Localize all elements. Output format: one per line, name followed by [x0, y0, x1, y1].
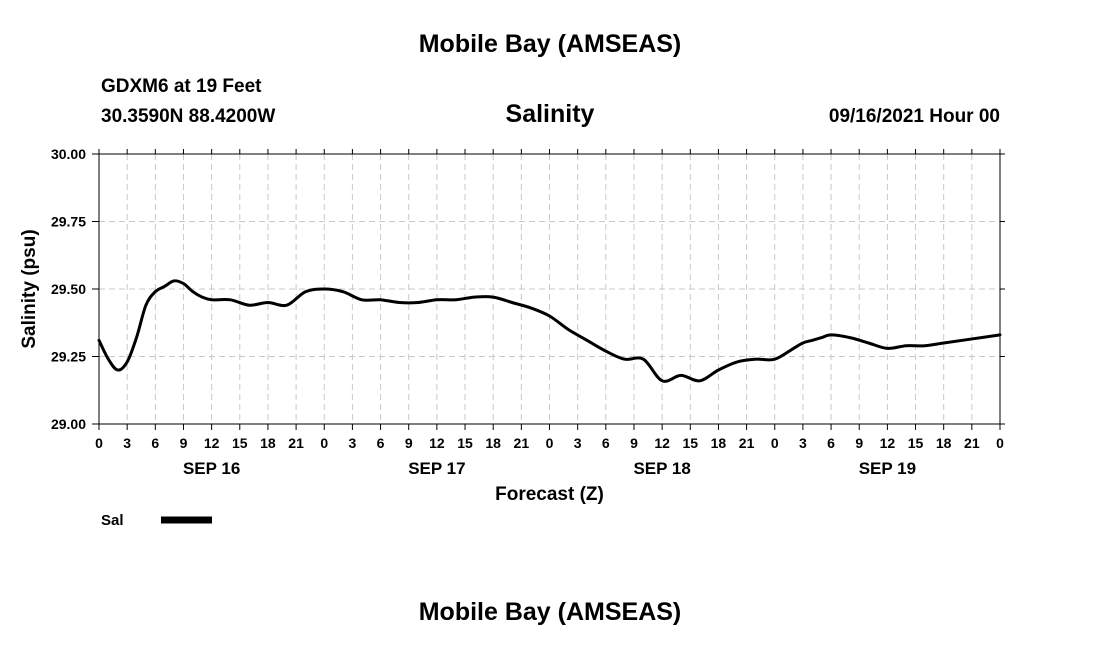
chart-title: Salinity: [505, 100, 595, 128]
y-tick-label: 29.50: [51, 281, 86, 297]
station-label: GDXM6 at 19 Feet: [101, 76, 262, 97]
x-tick-label: 3: [574, 435, 582, 451]
x-tick-label: 0: [95, 435, 103, 451]
series-layer: [97, 279, 1002, 383]
x-day-label: SEP 18: [633, 459, 690, 478]
x-tick-label: 18: [936, 435, 952, 451]
legend-label: Sal: [101, 512, 124, 529]
x-tick-label: 21: [739, 435, 755, 451]
x-day-label: SEP 19: [859, 459, 916, 478]
x-tick-label: 0: [996, 435, 1004, 451]
y-tick-label: 29.25: [51, 349, 86, 365]
legend: Sal: [101, 512, 212, 529]
x-tick-label: 3: [349, 435, 357, 451]
x-day-label: SEP 17: [408, 459, 465, 478]
x-tick-label: 6: [377, 435, 385, 451]
x-tick-label: 18: [485, 435, 501, 451]
x-tick-label: 15: [457, 435, 473, 451]
x-tick-label: 21: [964, 435, 980, 451]
x-day-label: SEP 16: [183, 459, 240, 478]
x-tick-label: 9: [180, 435, 188, 451]
x-tick-label: 18: [711, 435, 727, 451]
x-tick-label: 21: [514, 435, 530, 451]
x-tick-label: 18: [260, 435, 276, 451]
y-tick-label: 29.75: [51, 214, 86, 230]
x-tick-label: 0: [320, 435, 328, 451]
x-tick-label: 15: [232, 435, 248, 451]
x-tick-label: 6: [602, 435, 610, 451]
x-tick-label: 6: [827, 435, 835, 451]
x-tick-label: 3: [799, 435, 807, 451]
x-tick-label: 9: [855, 435, 863, 451]
y-axis-label: Salinity (psu): [19, 229, 40, 348]
x-tick-label: 9: [405, 435, 413, 451]
x-axis-label: Forecast (Z): [495, 484, 604, 505]
axes-layer: 0 3 6 9 12 15 18 21 0 3 6 9 12 15 18 21 0 3 6 9 12 15 18 21 0 3 6 9…: [19, 146, 1005, 505]
x-tick-label: 3: [123, 435, 131, 451]
footer-title: Mobile Bay (AMSEAS): [418, 598, 682, 626]
series-line-sal: [97, 279, 1002, 383]
x-tick-label: 12: [654, 435, 670, 451]
y-tick-label: 29.00: [51, 416, 86, 432]
x-tick-label: 15: [682, 435, 698, 451]
page-title: Mobile Bay (AMSEAS): [418, 30, 682, 58]
grid-layer: [99, 154, 1000, 424]
x-tick-label: 12: [429, 435, 445, 451]
x-tick-label: 15: [908, 435, 924, 451]
x-tick-label: 0: [771, 435, 779, 451]
x-tick-label: 6: [151, 435, 159, 451]
station-coordinates: 30.3590N 88.4200W: [101, 106, 276, 127]
y-tick-label: 30.00: [51, 146, 86, 162]
x-tick-label: 9: [630, 435, 638, 451]
x-tick-label: 0: [546, 435, 554, 451]
x-tick-label: 12: [204, 435, 220, 451]
forecast-datetime: 09/16/2021 Hour 00: [828, 106, 1000, 127]
x-tick-label: 21: [288, 435, 304, 451]
x-tick-label: 12: [880, 435, 896, 451]
